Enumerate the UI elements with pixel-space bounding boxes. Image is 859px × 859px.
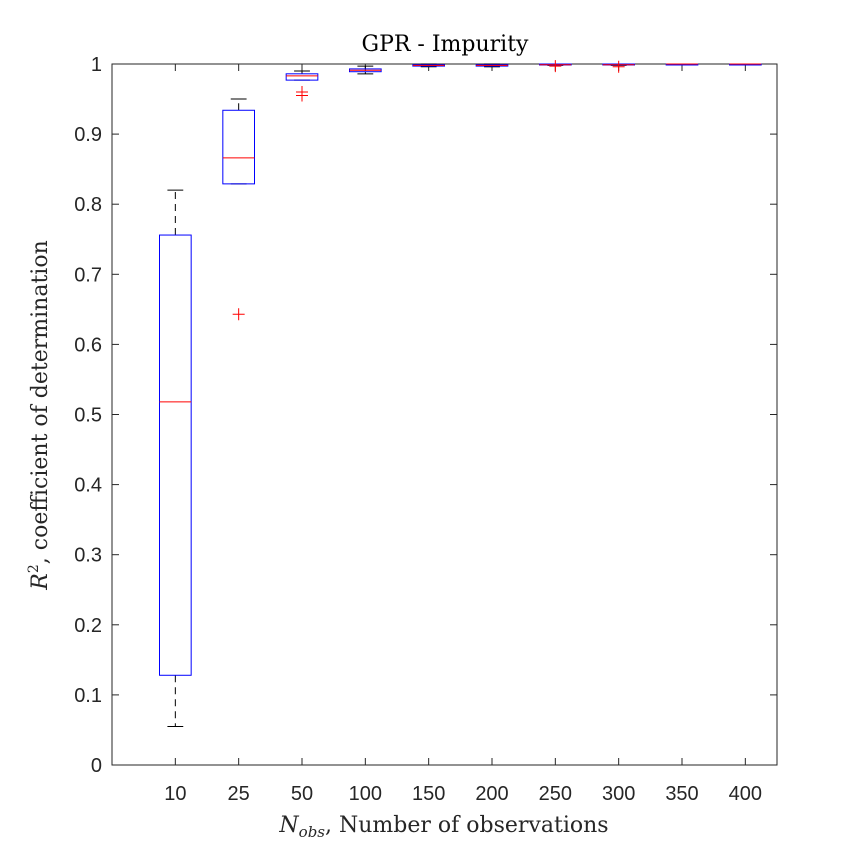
x-axis-text: , Number of observations [325,813,609,838]
outlier-marker [232,308,245,321]
outlier-marker [296,89,308,102]
box-350 [665,63,699,66]
outlier-marker [612,60,625,73]
y-axis-text: , coefficient of determination [28,240,53,564]
x-axis-subscript: obs [299,823,326,841]
y-tick-label: 0.1 [74,685,102,707]
y-tick-label: 0.8 [74,194,102,216]
x-tick-label: 25 [228,783,250,805]
x-tick-label: 300 [602,783,635,805]
box-100 [349,65,382,75]
box-150 [412,63,446,68]
y-tick-label: 0.7 [74,264,102,286]
y-tick-label: 1 [91,54,102,76]
x-axis: 10 25 50 100 150 200 250 300 350 400 [164,64,762,805]
box-50 [285,70,319,102]
y-tick-label: 0.3 [74,545,102,567]
chart-title: GPR - Impurity [362,32,530,57]
plot-area [111,63,778,766]
x-tick-label: 250 [539,783,572,805]
x-axis-symbol: N [278,813,299,838]
y-tick-label: 0 [91,755,102,777]
x-axis-title: Nobs, Number of observations [278,813,608,841]
box-25 [222,98,255,321]
box-iqr [222,109,255,185]
y-axis-superscript: 2 [26,564,42,573]
box-series [159,60,762,727]
box-10 [159,189,192,727]
y-tick-label: 0.2 [74,615,102,637]
x-tick-label: 150 [412,783,445,805]
y-tick-label: 0.5 [74,405,102,427]
box-400 [729,63,762,66]
outlier-marker [549,60,562,73]
y-tick-label: 0.9 [74,124,102,146]
box-200 [475,63,509,68]
x-tick-label: 50 [291,783,313,805]
x-tick-label: 350 [665,783,698,805]
y-axis-title: R2, coefficient of determination [26,240,53,590]
y-axis: 0 0.1 0.2 0.3 0.4 0.5 0.6 0.7 0.8 0.9 1 [74,54,777,777]
y-tick-label: 0.4 [74,475,102,497]
box-300 [602,60,635,73]
y-axis-symbol: R [28,573,53,591]
y-tick-label: 0.6 [74,334,102,356]
x-tick-label: 100 [349,783,382,805]
box-250 [539,60,572,73]
box-iqr [285,73,319,81]
x-tick-label: 400 [729,783,762,805]
x-tick-label: 10 [164,783,186,805]
x-tick-label: 200 [475,783,508,805]
box-iqr [159,234,192,676]
